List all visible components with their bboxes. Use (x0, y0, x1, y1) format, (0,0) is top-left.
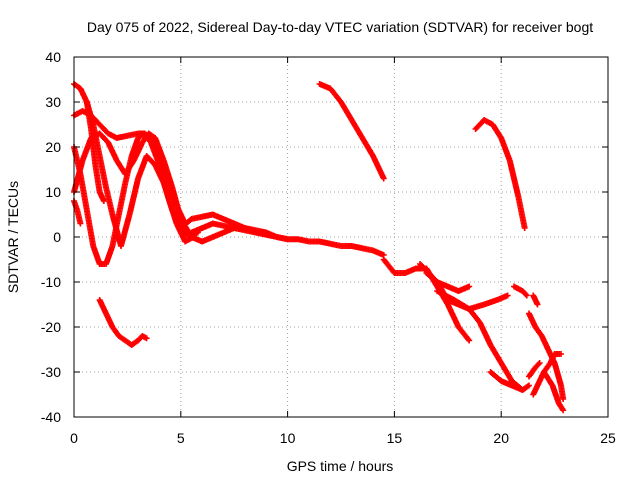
data-point (560, 396, 567, 402)
x-tick-label: 5 (177, 430, 185, 446)
data-point (560, 407, 567, 414)
data-point (263, 229, 270, 236)
y-axis-title: SDTVAR / TECUs (5, 181, 21, 293)
data-point (522, 291, 529, 298)
chart-title: Day 075 of 2022, Sidereal Day-to-day VTE… (87, 19, 593, 35)
data-series-arc-11 (316, 81, 387, 182)
data-point (284, 236, 291, 243)
x-tick-label: 0 (70, 430, 78, 446)
x-tick-label: 15 (387, 430, 403, 446)
data-series-arc-9 (177, 216, 270, 245)
data-series-arc-21 (530, 351, 565, 398)
x-tick-label: 25 (600, 430, 616, 446)
data-point (534, 301, 541, 308)
data-point (380, 175, 387, 182)
data-point (536, 360, 543, 366)
data-series-arc-17 (487, 369, 526, 393)
y-tick-label: 30 (45, 94, 61, 110)
data-series-arc-16 (434, 288, 511, 312)
y-tick-label: 0 (53, 229, 61, 245)
data-point (558, 351, 565, 357)
data-point (521, 225, 528, 231)
data-point (100, 198, 107, 204)
x-tick-label: 10 (280, 430, 296, 446)
data-point (466, 283, 473, 290)
y-tick-label: 40 (45, 49, 61, 65)
data-point (523, 292, 530, 299)
data-point (535, 361, 542, 368)
data-series-arc-22 (540, 369, 567, 414)
data-points (71, 81, 567, 414)
y-tick-label: -10 (41, 274, 61, 290)
data-point (466, 337, 473, 344)
y-tick-label: -30 (41, 364, 61, 380)
axis-ticks: 0 5 10 15 20 25 -40 -30 -20 -10 0 10 20 30 40 (41, 49, 616, 446)
data-series-arc-19 (530, 292, 541, 308)
data-point (525, 382, 532, 389)
data-series-arc-23 (525, 360, 543, 380)
data-series-arc-6 (83, 99, 107, 204)
data-series-arc-5 (71, 198, 84, 227)
data-series-arc-18 (511, 283, 530, 299)
y-tick-label: -40 (41, 409, 61, 425)
y-tick-label: -20 (41, 319, 61, 335)
y-tick-label: 20 (45, 139, 61, 155)
data-point (143, 335, 150, 342)
data-series-arc-10 (96, 297, 150, 348)
data-series-arc-4 (71, 130, 197, 267)
data-series-arc-12 (472, 117, 528, 231)
y-tick-label: 10 (45, 184, 61, 200)
x-tick-label: 20 (493, 430, 509, 446)
data-point (77, 220, 84, 227)
data-point (504, 292, 511, 299)
data-point (519, 387, 526, 393)
x-axis-title: GPS time / hours (287, 458, 394, 474)
